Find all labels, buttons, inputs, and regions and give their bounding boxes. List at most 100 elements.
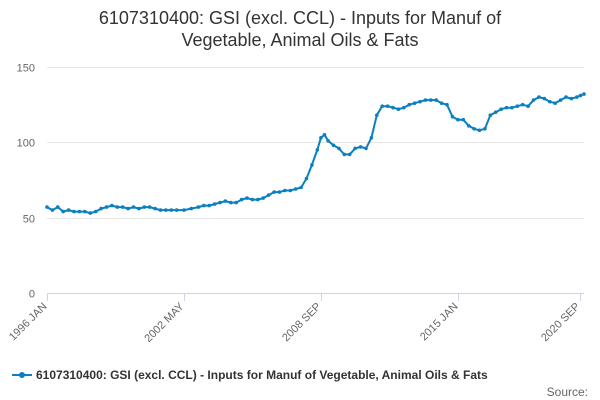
data-point: [126, 206, 130, 211]
data-point: [218, 200, 222, 205]
data-point: [223, 199, 228, 203]
data-point: [272, 190, 276, 194]
data-point: [158, 208, 163, 212]
data-point: [77, 209, 82, 214]
data-point: [542, 96, 547, 101]
data-point: [526, 104, 530, 108]
data-point: [472, 127, 476, 131]
x-tick-label: 2002 MAY: [142, 300, 187, 345]
data-point: [578, 93, 583, 98]
x-tick-label: 2008 SEP: [280, 301, 324, 345]
data-point: [88, 211, 92, 215]
data-point: [347, 152, 352, 157]
data-point: [385, 104, 390, 108]
data-point: [515, 104, 520, 108]
data-point: [202, 203, 206, 208]
data-point: [364, 146, 368, 151]
data-point: [569, 96, 574, 101]
legend[interactable]: 6107310400: GSI (excl. CCL) - Inputs for…: [12, 368, 488, 382]
data-point: [250, 197, 255, 202]
data-point: [548, 99, 552, 104]
data-point: [56, 205, 60, 209]
gridlines: [47, 67, 584, 219]
y-axis: 0 50 100 150: [17, 63, 35, 301]
data-point: [153, 206, 157, 211]
y-tick-label: 150: [17, 63, 35, 75]
data-point: [310, 163, 314, 167]
data-point: [115, 205, 120, 209]
data-point: [304, 176, 309, 181]
data-point: [582, 92, 586, 96]
data-point: [477, 128, 482, 133]
x-tick-label: 2015 JAN: [418, 301, 461, 344]
data-point: [120, 205, 125, 209]
data-point: [531, 98, 536, 102]
data-point: [147, 205, 152, 209]
data-point: [245, 196, 249, 200]
data-point: [558, 98, 563, 102]
data-point: [189, 206, 193, 211]
data-point: [331, 143, 336, 148]
data-point: [110, 203, 114, 208]
source-label: Source:: [547, 385, 588, 399]
data-point: [322, 133, 327, 137]
chart-title-line-1: 6107310400: GSI (excl. CCL) - Inputs for…: [99, 8, 502, 28]
data-point: [104, 205, 109, 209]
data-point: [520, 102, 525, 107]
data-point: [537, 95, 541, 99]
plot-area: [45, 92, 586, 215]
data-point: [434, 98, 439, 102]
data-point: [45, 205, 49, 209]
data-point: [288, 188, 293, 193]
data-point: [358, 145, 363, 149]
data-point: [461, 117, 466, 122]
data-point: [255, 197, 260, 202]
data-point: [142, 205, 147, 209]
data-point: [83, 209, 87, 214]
data-point: [483, 127, 487, 131]
data-point: [182, 208, 186, 212]
data-point: [212, 202, 217, 206]
data-point: [266, 193, 271, 197]
data-point: [353, 146, 357, 151]
data-point: [445, 102, 449, 107]
x-tick-label: 1996 JAN: [7, 301, 50, 344]
data-point: [299, 185, 303, 190]
data-point: [319, 136, 323, 140]
x-axis: 1996 JAN 2002 MAY 2008 SEP 2015 JAN 2020 SEP: [7, 293, 584, 345]
data-point: [423, 98, 428, 102]
data-point: [418, 99, 422, 104]
data-point: [99, 206, 103, 211]
data-point: [50, 208, 55, 212]
data-point: [293, 187, 298, 191]
legend-series-marker-icon: [19, 372, 25, 378]
data-point: [380, 104, 385, 108]
data-point: [229, 200, 233, 205]
data-point: [407, 102, 412, 107]
legend-series-label[interactable]: 6107310400: GSI (excl. CCL) - Inputs for…: [36, 368, 488, 382]
data-point: [261, 196, 266, 200]
data-point: [439, 101, 444, 105]
data-point: [315, 148, 320, 152]
data-point: [169, 208, 174, 212]
data-point: [450, 114, 455, 119]
data-point: [429, 98, 433, 102]
series-line: [46, 93, 585, 215]
data-point: [375, 113, 379, 117]
chart-title-line-2: Vegetable, Animal Oils & Fats: [181, 30, 418, 50]
data-point: [234, 200, 238, 205]
data-point: [326, 139, 330, 143]
y-tick-label: 0: [29, 289, 35, 301]
data-point: [337, 146, 341, 151]
data-point: [456, 117, 460, 122]
x-tick-label: 2020 SEP: [539, 301, 583, 345]
data-point: [93, 209, 98, 214]
data-point: [510, 105, 514, 110]
data-point: [402, 105, 406, 110]
data-point: [164, 208, 168, 212]
data-point: [342, 152, 347, 157]
data-point: [61, 209, 65, 214]
data-point: [207, 203, 211, 208]
data-point: [396, 107, 401, 111]
